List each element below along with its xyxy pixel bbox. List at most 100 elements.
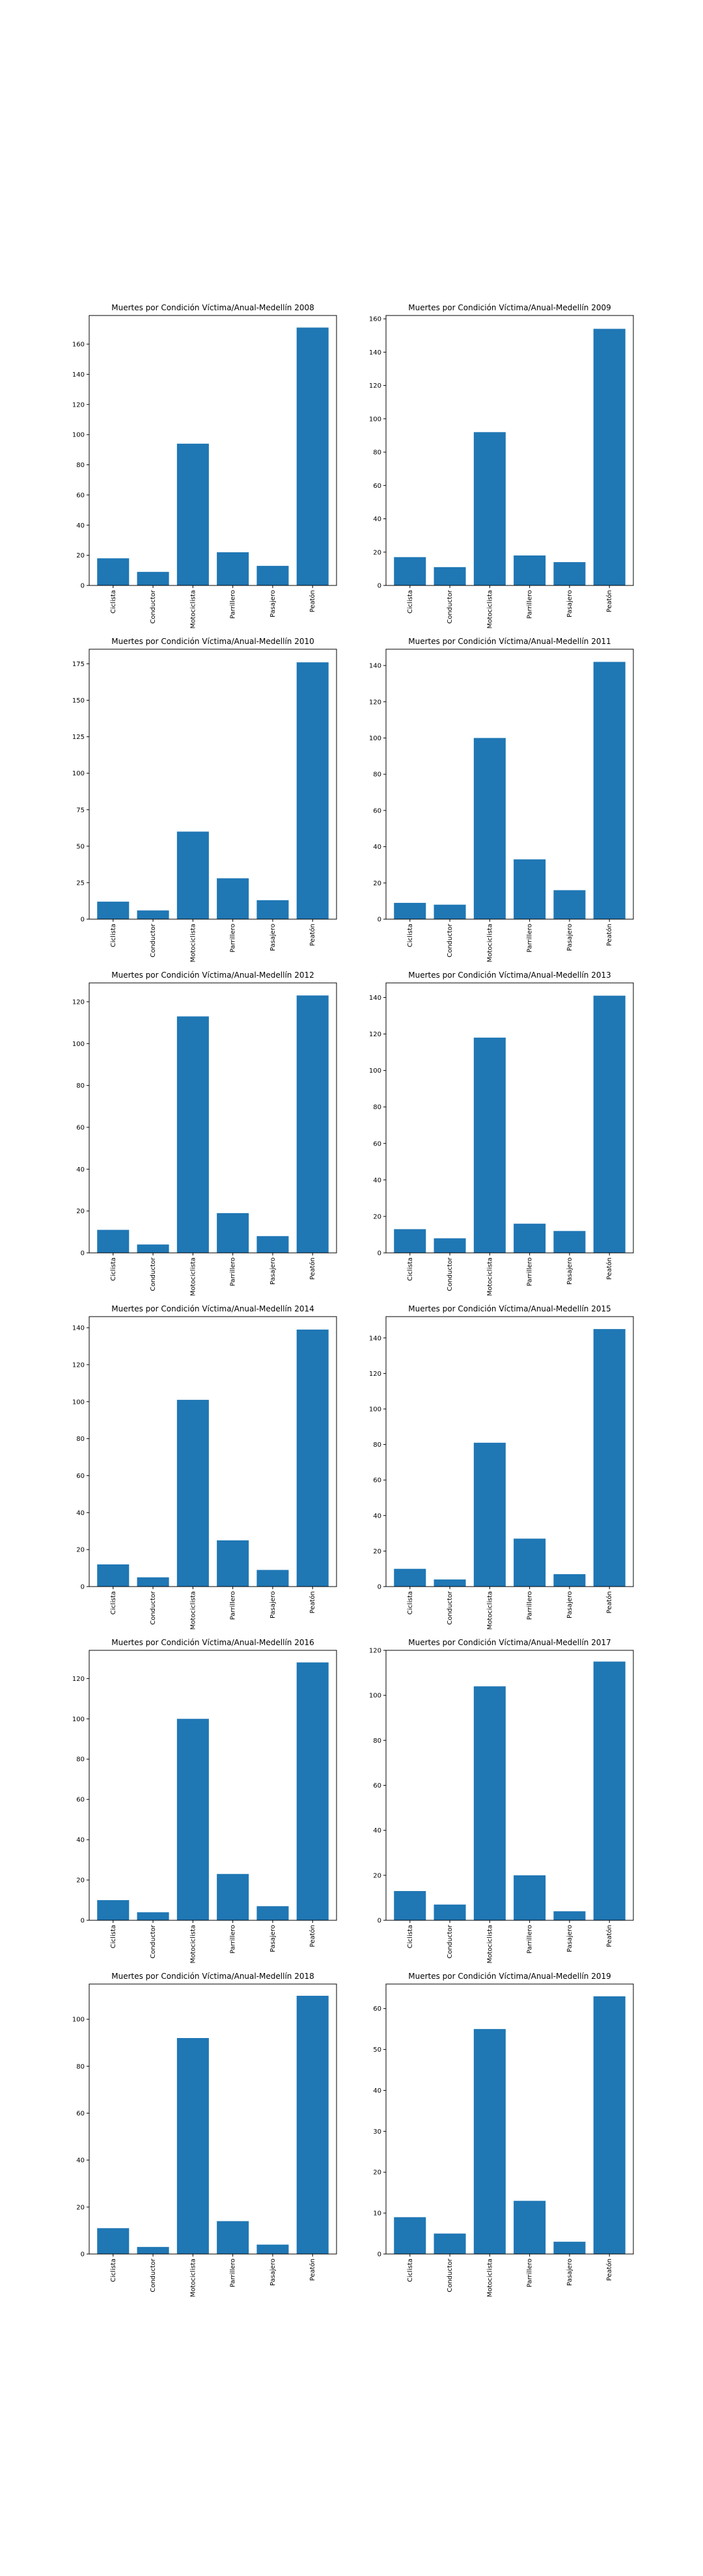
- y-tick-label: 80: [76, 1756, 85, 1764]
- x-tick-label: Peatón: [309, 590, 316, 612]
- bar: [473, 1038, 506, 1253]
- y-tick-label: 60: [76, 1797, 85, 1804]
- y-tick-label: 50: [373, 2046, 381, 2054]
- y-tick-label: 10: [373, 2210, 381, 2218]
- chart-title: Muertes por Condición Víctima/Anual-Mede…: [111, 637, 314, 646]
- x-tick-label: Peatón: [605, 1925, 613, 1947]
- bar: [473, 738, 506, 919]
- x-tick-label: Peatón: [309, 2259, 316, 2281]
- bar: [514, 859, 546, 919]
- x-tick-label: Conductor: [150, 1590, 157, 1625]
- bar: [296, 1662, 329, 1920]
- bar: [434, 1238, 466, 1253]
- y-tick-label: 120: [369, 1031, 381, 1038]
- bar: [97, 1900, 130, 1920]
- bar: [296, 1329, 329, 1587]
- y-tick-label: 0: [81, 2251, 85, 2259]
- y-tick-label: 0: [81, 1250, 85, 1257]
- y-tick-label: 140: [72, 1325, 85, 1332]
- chart-panel: Muertes por Condición Víctima/Anual-Mede…: [369, 637, 634, 962]
- y-tick-label: 120: [72, 1676, 85, 1683]
- y-tick-label: 80: [373, 1737, 381, 1745]
- chart-panel: Muertes por Condición Víctima/Anual-Mede…: [369, 1638, 634, 1963]
- bar: [256, 2244, 289, 2254]
- x-tick-label: Pasajero: [566, 590, 573, 617]
- plot-frame: [385, 982, 634, 1254]
- bar: [553, 562, 586, 585]
- x-tick-label: Conductor: [447, 589, 454, 624]
- y-tick-label: 120: [369, 1648, 381, 1655]
- x-tick-label: Motociclista: [486, 1591, 493, 1630]
- y-tick-label: 75: [76, 807, 85, 814]
- y-tick-label: 40: [373, 844, 381, 851]
- y-tick-label: 40: [76, 2157, 85, 2164]
- bar: [434, 1904, 466, 1920]
- x-tick-label: Ciclista: [407, 924, 414, 947]
- plot-frame: [89, 982, 337, 1254]
- y-tick-label: 60: [76, 1124, 85, 1131]
- y-tick-label: 40: [373, 516, 381, 523]
- x-tick-label: Parrillero: [527, 1925, 534, 1953]
- x-tick-label: Motociclista: [189, 1591, 197, 1630]
- x-tick-label: Parrillero: [527, 1591, 534, 1620]
- y-tick-label: 60: [76, 492, 85, 499]
- plot-frame: [89, 1316, 337, 1587]
- x-tick-label: Conductor: [447, 1924, 454, 1959]
- bar: [473, 1442, 506, 1587]
- y-tick-label: 40: [373, 1177, 381, 1184]
- plot-frame: [89, 315, 337, 586]
- plot-frame: [385, 315, 634, 586]
- y-tick-label: 120: [72, 401, 85, 409]
- x-tick-label: Motociclista: [189, 924, 197, 962]
- bar: [473, 432, 506, 585]
- x-tick-label: Conductor: [150, 589, 157, 624]
- x-tick-label: Pasajero: [269, 590, 277, 617]
- x-tick-label: Peatón: [605, 1591, 613, 1613]
- y-tick-label: 60: [373, 1140, 381, 1147]
- y-tick-label: 60: [76, 1473, 85, 1480]
- y-tick-label: 140: [369, 663, 381, 670]
- y-tick-label: 100: [369, 735, 381, 742]
- y-tick-label: 60: [373, 483, 381, 490]
- chart-title: Muertes por Condición Víctima/Anual-Mede…: [408, 303, 611, 312]
- bar: [553, 1911, 586, 1920]
- y-tick-label: 60: [76, 2110, 85, 2117]
- bar: [473, 1686, 506, 1920]
- bar: [514, 2201, 546, 2254]
- y-tick-label: 0: [81, 917, 85, 924]
- x-tick-label: Motociclista: [189, 590, 197, 628]
- chart-panel: Muertes por Condición Víctima/Anual-Mede…: [72, 303, 337, 628]
- chart-panel: Muertes por Condición Víctima/Anual-Mede…: [369, 971, 634, 1296]
- bar: [593, 1996, 626, 2254]
- bar: [434, 567, 466, 585]
- bar: [217, 1540, 249, 1587]
- bar: [514, 1538, 546, 1587]
- x-tick-label: Ciclista: [110, 2259, 117, 2282]
- bar: [296, 995, 329, 1253]
- bar: [296, 662, 329, 919]
- bar: [217, 878, 249, 919]
- y-tick-label: 60: [373, 2006, 381, 2013]
- bar: [176, 1719, 209, 1920]
- bar: [97, 1564, 130, 1587]
- y-tick-label: 0: [378, 2251, 381, 2259]
- x-tick-label: Motociclista: [189, 1257, 197, 1296]
- chart-panel: Muertes por Condición Víctima/Anual-Mede…: [369, 303, 634, 628]
- y-tick-label: 40: [76, 1837, 85, 1844]
- x-tick-label: Parrillero: [230, 1257, 237, 1286]
- x-tick-label: Ciclista: [110, 1925, 117, 1948]
- x-tick-label: Parrillero: [527, 1257, 534, 1286]
- x-tick-label: Ciclista: [110, 590, 117, 613]
- bar: [514, 1224, 546, 1253]
- y-tick-label: 50: [76, 843, 85, 850]
- bar: [256, 1236, 289, 1253]
- y-tick-label: 0: [378, 1918, 381, 1925]
- x-tick-label: Parrillero: [527, 924, 534, 952]
- bar: [553, 1231, 586, 1253]
- bar: [137, 1912, 169, 1920]
- y-tick-label: 0: [81, 1918, 85, 1925]
- y-tick-label: 160: [369, 316, 381, 323]
- x-tick-label: Conductor: [447, 1590, 454, 1625]
- y-tick-label: 80: [76, 1436, 85, 1443]
